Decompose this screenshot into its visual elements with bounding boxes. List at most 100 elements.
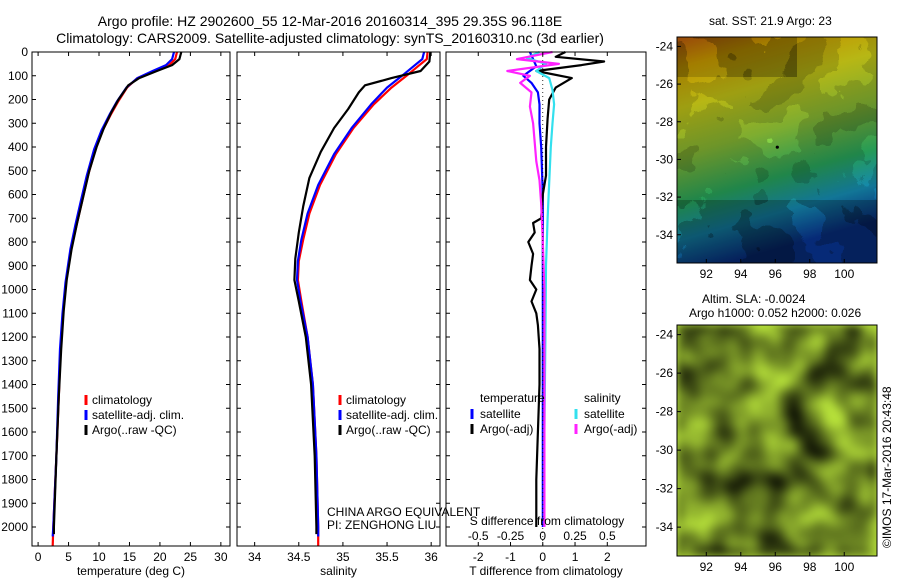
map-y-tick-label: -34: [656, 520, 674, 534]
y-tick-label: 1800: [1, 473, 28, 487]
sst-map: [676, 36, 878, 264]
x-tick-label: 30: [214, 550, 228, 564]
series-line-1-3: [52, 51, 183, 535]
y-tick-label: 100: [8, 69, 28, 83]
plot-frame: [236, 51, 441, 547]
x-tick-label: 10: [92, 550, 106, 564]
argo-position-marker: [775, 145, 779, 149]
x-tick-label: -1: [505, 550, 516, 564]
owner-annotation: CHINA ARGO EQUIVALENT: [327, 505, 481, 519]
profile-panel-2: 34 34.5 35 35.5 36 salinity climatologysatelli…: [236, 51, 481, 578]
x-tick-label: 34.5: [287, 550, 311, 564]
top-tick-label: 0.25: [563, 529, 587, 543]
map-x-tick-label: 96: [769, 267, 783, 281]
legend-group-title: temperature: [480, 391, 545, 405]
map-y-tick-label: -24: [656, 39, 674, 53]
profile-panel-1: 0100200300400500600700800900100011001200…: [1, 45, 231, 578]
y-tick-label: 1600: [1, 425, 28, 439]
x-tick-label: -2: [473, 550, 484, 564]
sla-map-title-line1: Altim. SLA: -0.0024: [702, 292, 806, 306]
top-axis-label: S difference from climatology: [470, 514, 625, 528]
series-line-3-2: [527, 51, 606, 527]
map-x-tick-label: 94: [734, 267, 748, 281]
map-y-tick-label: -26: [656, 366, 674, 380]
x-tick-label: 5: [65, 550, 72, 564]
legend-label: Argo(-adj): [584, 422, 637, 436]
series-line-3-4: [506, 50, 561, 527]
sst-map-title: sat. SST: 21.9 Argo: 23: [709, 14, 832, 28]
series-line-2-2: [295, 51, 426, 537]
y-tick-label: 1500: [1, 401, 28, 415]
x-tick-label: 20: [153, 550, 167, 564]
y-tick-label: 400: [8, 140, 28, 154]
map-y-tick-label: -28: [656, 115, 674, 129]
map-y-tick-label: -28: [656, 405, 674, 419]
x-axis-label: T difference from climatology: [469, 564, 623, 578]
y-tick-label: 700: [8, 211, 28, 225]
series-line-1-2: [51, 51, 176, 537]
map-x-tick-label: 98: [803, 560, 817, 574]
y-tick-label: 0: [21, 45, 28, 59]
legend-label: satellite-adj. clim.: [92, 408, 184, 422]
legend-group-title: salinity: [584, 391, 621, 405]
plot-frame: [445, 51, 647, 547]
plot-frame: [31, 51, 231, 547]
map-y-tick-label: -26: [656, 77, 674, 91]
series-line-2-3: [293, 51, 432, 535]
map-x-tick-label: 98: [803, 267, 817, 281]
y-tick-label: 1000: [1, 283, 28, 297]
profile-panel-3: -2 -1 0 1 2T difference from climatology -0.5…: [445, 50, 647, 578]
y-tick-label: 500: [8, 164, 28, 178]
legend-label: Argo(..raw -QC): [92, 423, 177, 437]
legend-label: Argo(-adj): [480, 422, 533, 436]
x-tick-label: 35.5: [375, 550, 399, 564]
x-tick-label: 0: [35, 550, 42, 564]
legend-label: satellite-adj. clim.: [346, 408, 438, 422]
y-tick-label: 1300: [1, 354, 28, 368]
map-y-tick-label: -32: [656, 190, 674, 204]
sla-map-title-line2: Argo h1000: 0.052 h2000: 0.026: [689, 306, 862, 320]
map-y-tick-label: -34: [656, 228, 674, 242]
legend-label: climatology: [92, 393, 152, 407]
sla-map: [676, 324, 878, 557]
y-tick-label: 1400: [1, 378, 28, 392]
y-tick-label: 800: [8, 235, 28, 249]
y-tick-label: 2000: [1, 520, 28, 534]
legend-label: climatology: [346, 393, 406, 407]
x-tick-label: 36: [424, 550, 438, 564]
map-x-tick-label: 94: [734, 560, 748, 574]
map-x-tick-label: 100: [834, 267, 854, 281]
x-tick-label: 15: [123, 550, 137, 564]
map-y-tick-label: -32: [656, 482, 674, 496]
y-tick-label: 1200: [1, 330, 28, 344]
x-axis-label: salinity: [320, 564, 357, 578]
series-line-1-1: [51, 51, 179, 547]
y-tick-label: 200: [8, 93, 28, 107]
y-tick-label: 1700: [1, 449, 28, 463]
map-x-tick-label: 96: [769, 560, 783, 574]
x-tick-label: 34: [248, 550, 262, 564]
y-tick-label: 900: [8, 259, 28, 273]
top-tick-label: 0.5: [599, 529, 616, 543]
y-tick-label: 1100: [2, 306, 28, 320]
x-tick-label: 1: [572, 550, 579, 564]
map-x-tick-label: 92: [700, 267, 714, 281]
figure-title-line2: Climatology: CARS2009. Satellite-adjuste…: [56, 30, 604, 46]
y-tick-label: 300: [8, 116, 28, 130]
map-y-tick-label: -24: [656, 328, 674, 342]
map-y-tick-label: -30: [656, 443, 674, 457]
map-x-tick-label: 92: [700, 560, 714, 574]
legend-label: satellite: [480, 407, 521, 421]
figure-title-line1: Argo profile: HZ 2902600_55 12-Mar-2016 …: [97, 13, 563, 29]
legend-label: Argo(..raw -QC): [346, 423, 431, 437]
x-tick-label: 35: [336, 550, 350, 564]
x-axis-label: temperature (deg C): [77, 564, 185, 578]
map-y-tick-label: -30: [656, 152, 674, 166]
x-tick-label: 0: [539, 550, 546, 564]
x-tick-label: 25: [184, 550, 198, 564]
y-tick-label: 600: [8, 188, 28, 202]
y-tick-label: 1900: [1, 496, 28, 510]
x-tick-label: 2: [604, 550, 611, 564]
legend-label: satellite: [584, 407, 625, 421]
